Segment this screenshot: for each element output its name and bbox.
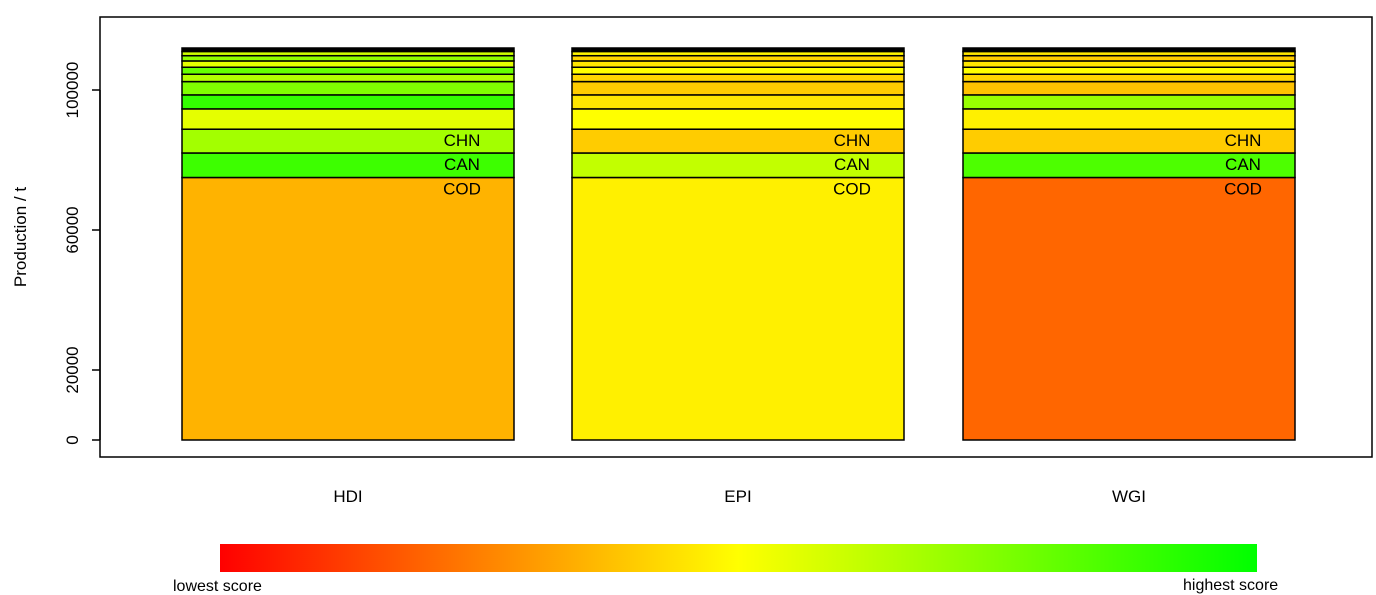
segment-label: COD [833, 180, 871, 199]
segment-label: CAN [834, 155, 870, 174]
y-axis: 0 20000 60000 100000 [63, 62, 101, 445]
bar-segment [962, 60, 1296, 69]
bar-segment [962, 108, 1296, 130]
bar-segment [181, 66, 515, 75]
bar-segment [962, 152, 1296, 179]
bar-segment [571, 60, 905, 69]
category-labels: HDI EPI WGI [333, 487, 1146, 506]
bar-segment [962, 176, 1296, 441]
bar-segment [571, 80, 905, 96]
y-tick-label: 20000 [63, 346, 82, 393]
bar-segment [181, 60, 515, 69]
category-label: WGI [1112, 487, 1146, 506]
colorscale-high-label: highest score [1183, 577, 1278, 594]
bar-segment [571, 152, 905, 179]
bar-segment [181, 108, 515, 130]
bar-segment [571, 66, 905, 75]
segment-label: CHN [834, 131, 871, 150]
bar-segment [571, 54, 905, 62]
bar-segment [181, 80, 515, 96]
category-label: HDI [333, 487, 362, 506]
bar-segment [571, 176, 905, 441]
segment-label: COD [1224, 180, 1262, 199]
bar-segment [962, 80, 1296, 96]
y-tick-label: 100000 [63, 62, 82, 119]
bars: COD CAN CHN COD CAN CHN COD CAN CHN [181, 47, 1296, 441]
y-axis-title: Production / t [11, 187, 30, 287]
segment-label: COD [443, 180, 481, 199]
segment-label: CHN [1225, 131, 1262, 150]
category-label: EPI [724, 487, 751, 506]
y-tick-label: 60000 [63, 206, 82, 253]
bar-segment [571, 94, 905, 110]
colorscale-bar [220, 544, 1257, 572]
bar-segment [571, 73, 905, 83]
bar-segment [962, 47, 1296, 53]
bar-segment [181, 176, 515, 441]
y-tick-label: 0 [63, 435, 82, 444]
bar-segment [962, 54, 1296, 62]
segment-label: CHN [444, 131, 481, 150]
bar-segment [181, 73, 515, 83]
bar-segment [181, 94, 515, 110]
bar-segment [181, 47, 515, 53]
bar-segment [962, 94, 1296, 110]
bar-segment [571, 108, 905, 130]
bar-segment [962, 66, 1296, 75]
colorscale-low-label: lowest score [173, 578, 262, 595]
bar-segment [962, 73, 1296, 83]
bar-segment [571, 47, 905, 53]
segment-label: CAN [444, 155, 480, 174]
segment-label: CAN [1225, 155, 1261, 174]
bar-segment [181, 54, 515, 62]
